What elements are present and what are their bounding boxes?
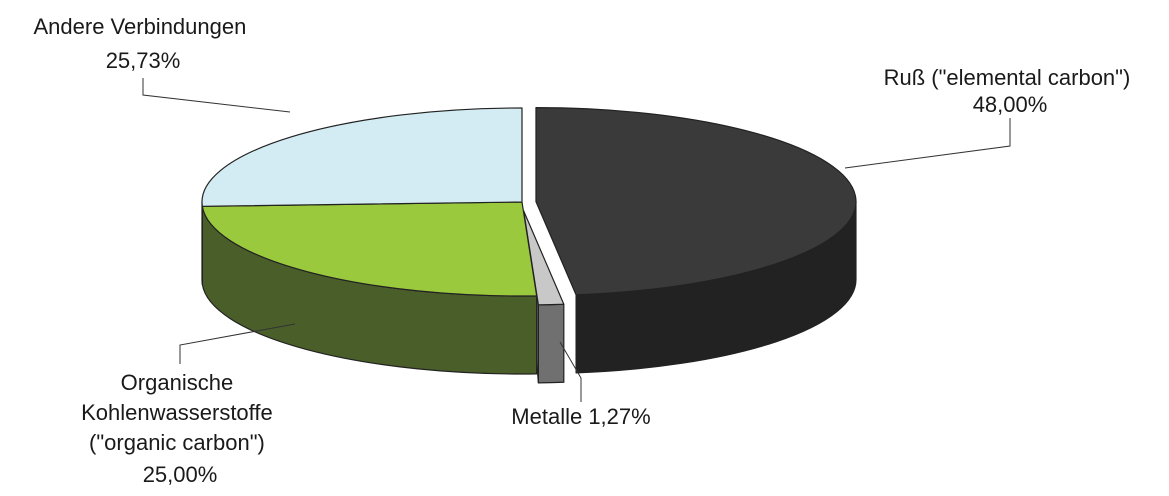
label-organische-line1: Organische [121,370,234,395]
label-organische: Organische Kohlenwasserstoffe ("organic … [81,370,279,487]
slice-russ [535,107,857,296]
slice-labels: Ruß ("elemental carbon") 48,00% Metalle … [34,14,1137,487]
label-andere: Andere Verbindungen 25,73% [34,14,253,73]
leader-line-russ [844,118,1011,169]
label-andere-line2: 25,73% [106,48,181,73]
leader-line-organische [179,323,296,364]
label-metalle-line1: Metalle 1,27% [511,404,650,429]
label-russ: Ruß ("elemental carbon") 48,00% [884,65,1137,117]
label-andere-line1: Andere Verbindungen [34,14,247,39]
label-organische-line3: ("organic carbon") [89,430,265,455]
label-metalle: Metalle 1,27% [511,404,650,429]
slice-metalle [523,210,565,306]
label-organische-line4: 25,00% [143,462,218,487]
label-russ-line1: Ruß ("elemental carbon") [884,65,1131,90]
slice-side-metalle [537,303,565,384]
label-russ-line2: 48,00% [973,92,1048,117]
leader-line-metalle [559,341,582,402]
leader-line-andere [142,78,291,113]
leader-lines [142,78,1011,402]
pie-tops [201,107,857,306]
slice-andere [201,107,523,207]
slice-organische [201,201,538,297]
label-organische-line2: Kohlenwasserstoffe [81,400,273,425]
